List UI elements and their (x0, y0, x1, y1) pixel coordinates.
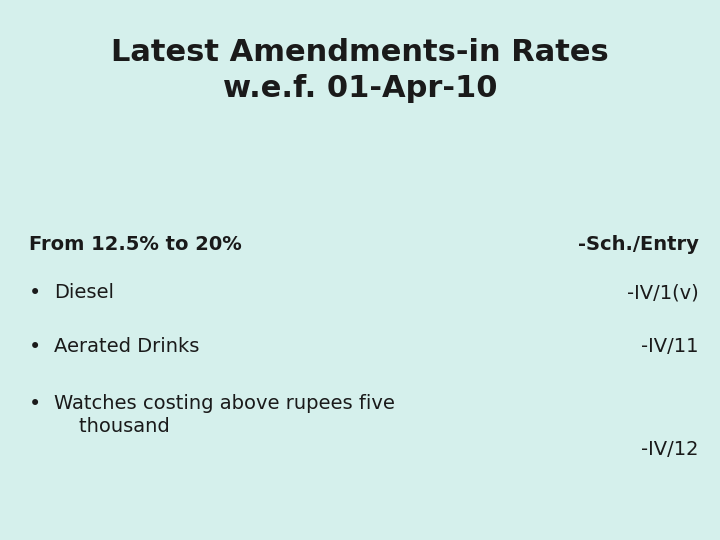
Text: -IV/11: -IV/11 (641, 338, 698, 356)
Text: Aerated Drinks: Aerated Drinks (54, 338, 199, 356)
Text: •: • (29, 394, 41, 414)
Text: Diesel: Diesel (54, 284, 114, 302)
Text: •: • (29, 338, 41, 357)
Text: -Sch./Entry: -Sch./Entry (577, 235, 698, 254)
Text: From 12.5% to 20%: From 12.5% to 20% (29, 235, 241, 254)
Text: -IV/12: -IV/12 (641, 440, 698, 459)
Text: •: • (29, 284, 41, 303)
Text: Latest Amendments-in Rates
w.e.f. 01-Apr-10: Latest Amendments-in Rates w.e.f. 01-Apr… (111, 38, 609, 103)
Text: -IV/1(v): -IV/1(v) (626, 284, 698, 302)
Text: Watches costing above rupees five
    thousand: Watches costing above rupees five thousa… (54, 394, 395, 436)
